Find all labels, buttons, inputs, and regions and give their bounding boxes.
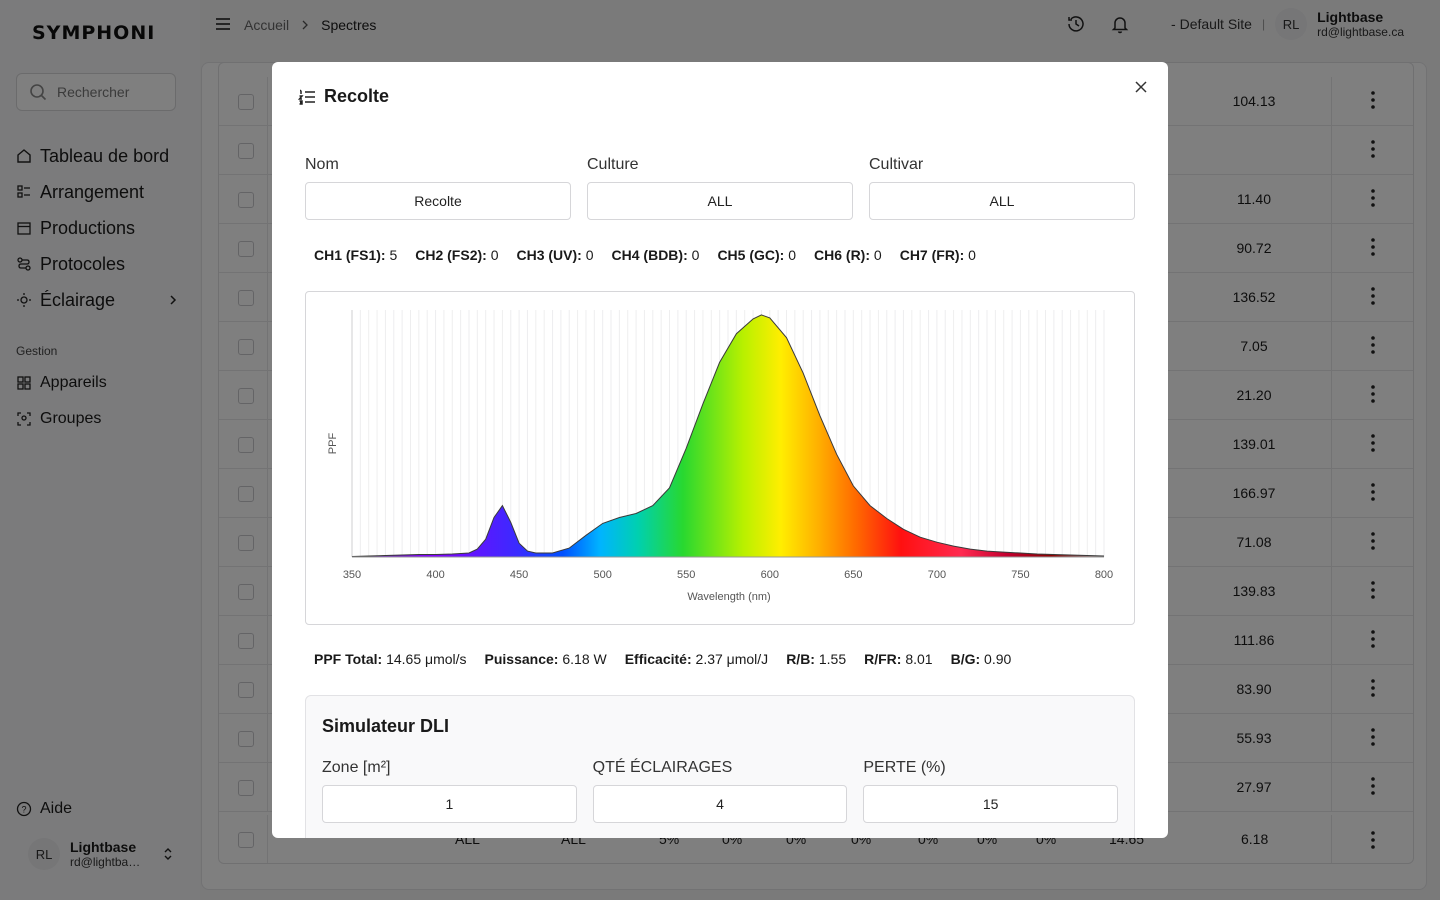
field-label-culture: Culture [587,156,639,173]
channel-ch5: CH5 (GC): 0 [717,247,797,263]
field-label-zone: Zone [m²] [322,759,391,776]
close-button[interactable] [1132,78,1150,96]
spectrum-chart: 350 400 450 500 550 600 650 700 750 800 Wavelengt… [305,291,1135,625]
channel-ch2: CH2 (FS2): 0 [415,247,499,263]
loss-input[interactable]: 15 [863,785,1119,823]
stat-bg: B/G: 0.90 [950,651,1012,667]
field-label-perte: PERTE (%) [863,759,946,776]
stat-efficacite: Efficacité: 2.37 μmol/J [624,651,769,667]
dli-simulator: Simulateur DLI Zone [m²] 1 QTÉ ÉCLAIRAGE… [305,695,1135,838]
cultivar-select[interactable]: ALL [869,182,1135,220]
x-tick-label: 350 [343,569,361,581]
spectrum-line [351,314,1105,558]
x-tick-label: 800 [1095,569,1113,581]
x-tick-label: 700 [928,569,946,581]
stat-puissance: Puissance: 6.18 W [484,651,607,667]
y-axis-label: PPF [327,433,339,455]
x-tick-label: 400 [426,569,444,581]
field-label-qte: QTÉ ÉCLAIRAGES [592,759,733,776]
stat-ppf-total: PPF Total: 14.65 μmol/s [314,651,467,667]
spectrum-modal: Recolte Nom Recolte Culture ALL Cultivar… [272,62,1168,838]
field-label-cultivar: Cultivar [869,156,924,173]
x-tick-label: 450 [510,569,528,581]
x-tick-label: 550 [677,569,695,581]
spectrum-stats: PPF Total: 14.65 μmol/s Puissance: 6.18 … [314,651,1011,667]
x-tick-label: 750 [1011,569,1029,581]
stat-rfr: R/FR: 8.01 [864,651,933,667]
x-tick-label: 650 [844,569,862,581]
x-axis-ticks: 350 400 450 500 550 600 650 700 750 800 [343,569,1113,581]
list-ordered-icon [298,89,315,105]
spectrum-area [352,314,1104,557]
field-label-nom: Nom [305,156,339,173]
channel-ch7: CH7 (FR): 0 [899,247,976,263]
channel-ch3: CH3 (UV): 0 [516,247,594,263]
channel-ch4: CH4 (BDB): 0 [611,247,700,263]
channel-values: CH1 (FS1): 5 CH2 (FS2): 0 CH3 (UV): 0 CH… [314,247,976,263]
qty-input[interactable]: 4 [592,785,848,823]
modal-title: Recolte [324,86,390,106]
name-field[interactable]: Recolte [305,182,571,220]
zone-input[interactable]: 1 [322,785,577,823]
channel-ch6: CH6 (R): 0 [814,247,882,263]
channel-ch1: CH1 (FS1): 5 [314,247,398,263]
stat-rb: R/B: 1.55 [786,651,847,667]
close-icon [1135,81,1147,93]
culture-select[interactable]: ALL [587,182,853,220]
x-tick-label: 600 [761,569,779,581]
dli-title: Simulateur DLI [322,716,450,736]
spectrum-fields: Nom Recolte Culture ALL Cultivar ALL [305,156,1135,220]
x-axis-label: Wavelength (nm) [687,591,770,603]
x-tick-label: 500 [593,569,611,581]
spectrum-chart-svg: 350 400 450 500 550 600 650 700 750 800 Wavelengt… [327,310,1113,603]
